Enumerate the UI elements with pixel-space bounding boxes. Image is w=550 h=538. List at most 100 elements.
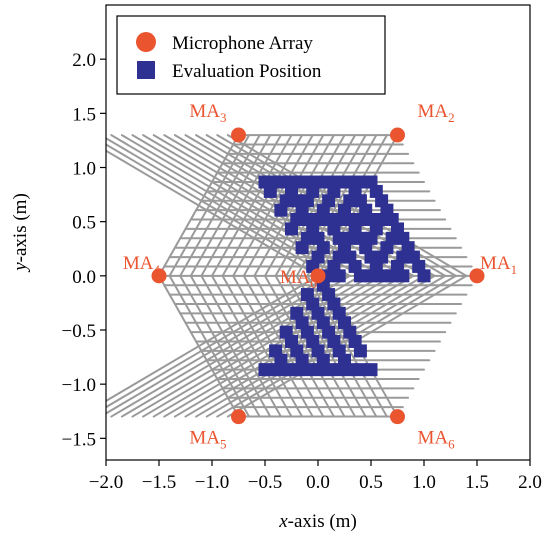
grid-line bbox=[295, 134, 378, 277]
grid-line bbox=[168, 134, 251, 277]
evaluation-point bbox=[364, 363, 378, 377]
x-tick-label: −1.0 bbox=[195, 472, 229, 493]
microphone-array-marker bbox=[310, 268, 326, 284]
ma-label-subscript: 0 bbox=[311, 276, 318, 291]
evaluation-point bbox=[364, 269, 378, 283]
grid-line bbox=[158, 274, 240, 418]
y-tick-label: 1.0 bbox=[72, 159, 96, 180]
microphone-array-marker bbox=[231, 409, 246, 425]
legend: Microphone Array Evaluation Position bbox=[116, 15, 386, 95]
microphone-array-label: MA1 bbox=[480, 253, 517, 277]
ma-label-text: MA bbox=[280, 267, 311, 288]
grid-line bbox=[189, 134, 272, 277]
evaluation-point bbox=[300, 363, 314, 377]
grid-line bbox=[242, 274, 325, 418]
evaluation-point bbox=[263, 184, 277, 198]
evaluation-point bbox=[385, 269, 399, 283]
evaluation-point bbox=[279, 363, 293, 377]
microphone-array-label: MA5 bbox=[189, 428, 226, 452]
legend-eval-marker bbox=[137, 61, 155, 79]
ma-label-text: MA bbox=[189, 101, 220, 122]
grid-line bbox=[158, 134, 240, 277]
y-tick-label: 0.5 bbox=[72, 213, 96, 234]
y-ticks: −1.5 −1.0 −0.5 0.0 0.5 1.0 1.5 2.0 bbox=[62, 50, 106, 450]
evaluation-point bbox=[332, 363, 346, 377]
evaluation-point bbox=[322, 363, 336, 377]
evaluation-point bbox=[311, 363, 325, 377]
grid-line bbox=[179, 274, 261, 418]
ma-label-subscript: 5 bbox=[220, 437, 227, 452]
grid-line bbox=[232, 134, 314, 277]
ma-label-text: MA bbox=[480, 253, 511, 274]
legend-mic-marker bbox=[136, 32, 156, 52]
legend-box bbox=[116, 15, 386, 95]
y-tick-label: 0.0 bbox=[72, 267, 96, 288]
microphone-array-marker bbox=[151, 268, 167, 284]
grid-line bbox=[200, 134, 282, 277]
microphone-array-marker bbox=[231, 127, 246, 143]
ma-label-text: MA bbox=[418, 428, 449, 449]
microphone-array-label: MA4 bbox=[123, 253, 161, 277]
evaluation-point bbox=[285, 222, 298, 236]
y-tick-label: 2.0 bbox=[72, 50, 96, 71]
ma-label-text: MA bbox=[189, 428, 220, 449]
y-axis-label: y-axis (m) bbox=[10, 193, 31, 273]
grid-line bbox=[211, 134, 293, 277]
grid-line bbox=[168, 274, 251, 418]
y-tick-label: 1.5 bbox=[72, 104, 96, 125]
ma-label-text: MA bbox=[123, 253, 154, 274]
evaluation-point bbox=[353, 344, 367, 358]
grid-line bbox=[179, 134, 261, 277]
x-tick-label: 1.0 bbox=[412, 472, 436, 493]
evaluation-point bbox=[353, 363, 367, 377]
y-tick-label: −1.5 bbox=[62, 429, 96, 450]
grid-line bbox=[274, 134, 357, 277]
evaluation-point bbox=[353, 269, 367, 283]
y-tick-label: −1.0 bbox=[62, 375, 96, 396]
evaluation-point bbox=[417, 269, 431, 283]
grid-line bbox=[211, 274, 293, 418]
microphone-array-label: MA3 bbox=[189, 101, 226, 125]
x-tick-label: −2.0 bbox=[89, 472, 123, 493]
x-tick-label: −1.5 bbox=[142, 472, 176, 493]
x-tick-label: −0.5 bbox=[248, 472, 282, 493]
ma-label-subscript: 3 bbox=[220, 110, 227, 125]
evaluation-point bbox=[290, 363, 304, 377]
ma-label-subscript: 2 bbox=[448, 110, 455, 125]
microphone-array-marker bbox=[469, 268, 485, 284]
evaluation-point bbox=[258, 363, 272, 377]
microphone-array-marker bbox=[390, 127, 405, 143]
grid-line bbox=[221, 134, 304, 277]
ma-label-subscript: 6 bbox=[448, 437, 455, 452]
x-axis-label: x-axis (m) bbox=[278, 511, 357, 532]
evaluation-point bbox=[343, 363, 357, 377]
x-tick-label: 2.0 bbox=[518, 472, 542, 493]
legend-mic-label: Microphone Array bbox=[172, 33, 313, 54]
grid-line bbox=[200, 274, 282, 418]
evaluation-point bbox=[269, 363, 283, 377]
ma-label-text: MA bbox=[418, 101, 449, 122]
evaluation-point bbox=[332, 269, 346, 283]
ma-label-subscript: 1 bbox=[511, 262, 518, 277]
evaluation-point bbox=[396, 269, 410, 283]
microphone-array-label: MA6 bbox=[418, 428, 456, 452]
x-tick-label: 0.0 bbox=[306, 472, 330, 493]
x-tick-label: 1.5 bbox=[465, 472, 489, 493]
microphone-array-marker bbox=[390, 409, 405, 425]
microphone-array-label: MA0 bbox=[280, 267, 317, 291]
grid-line bbox=[306, 274, 388, 418]
ma-label-subscript: 4 bbox=[154, 262, 161, 277]
evaluation-point bbox=[295, 241, 309, 255]
microphone-array-label: MA2 bbox=[418, 101, 455, 125]
x-ticks: −2.0 −1.5 −1.0 −0.5 0.0 0.5 1.0 1.5 2.0 bbox=[89, 460, 542, 493]
legend-eval-label: Evaluation Position bbox=[172, 61, 322, 82]
grid-line bbox=[264, 274, 346, 418]
evaluation-positions bbox=[258, 175, 431, 377]
grid-line bbox=[221, 274, 304, 418]
evaluation-point bbox=[375, 269, 389, 283]
grid-line bbox=[189, 274, 272, 418]
x-tick-label: 0.5 bbox=[359, 472, 383, 493]
grid-line bbox=[285, 274, 367, 418]
